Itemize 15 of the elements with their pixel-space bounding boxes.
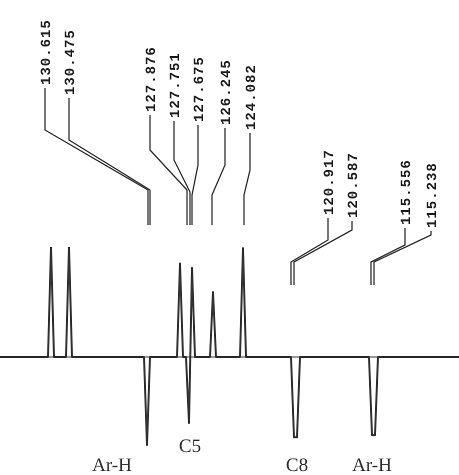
text: 120.587 bbox=[346, 152, 362, 218]
text: 127.675 bbox=[192, 56, 208, 122]
text: 120.917 bbox=[322, 149, 338, 215]
text: Ar-H bbox=[352, 455, 392, 475]
text: 115.556 bbox=[399, 159, 415, 225]
text: 130.475 bbox=[63, 29, 79, 95]
text: Ar-H bbox=[92, 455, 132, 475]
text: 126.245 bbox=[219, 59, 235, 125]
text: 127.876 bbox=[144, 46, 160, 112]
text: C8 bbox=[286, 455, 308, 475]
annotation: C5 bbox=[178, 436, 202, 457]
text: 127.751 bbox=[168, 52, 184, 118]
text: 115.238 bbox=[425, 162, 441, 228]
text: 124.082 bbox=[244, 64, 260, 130]
text: 130.615 bbox=[39, 19, 55, 85]
